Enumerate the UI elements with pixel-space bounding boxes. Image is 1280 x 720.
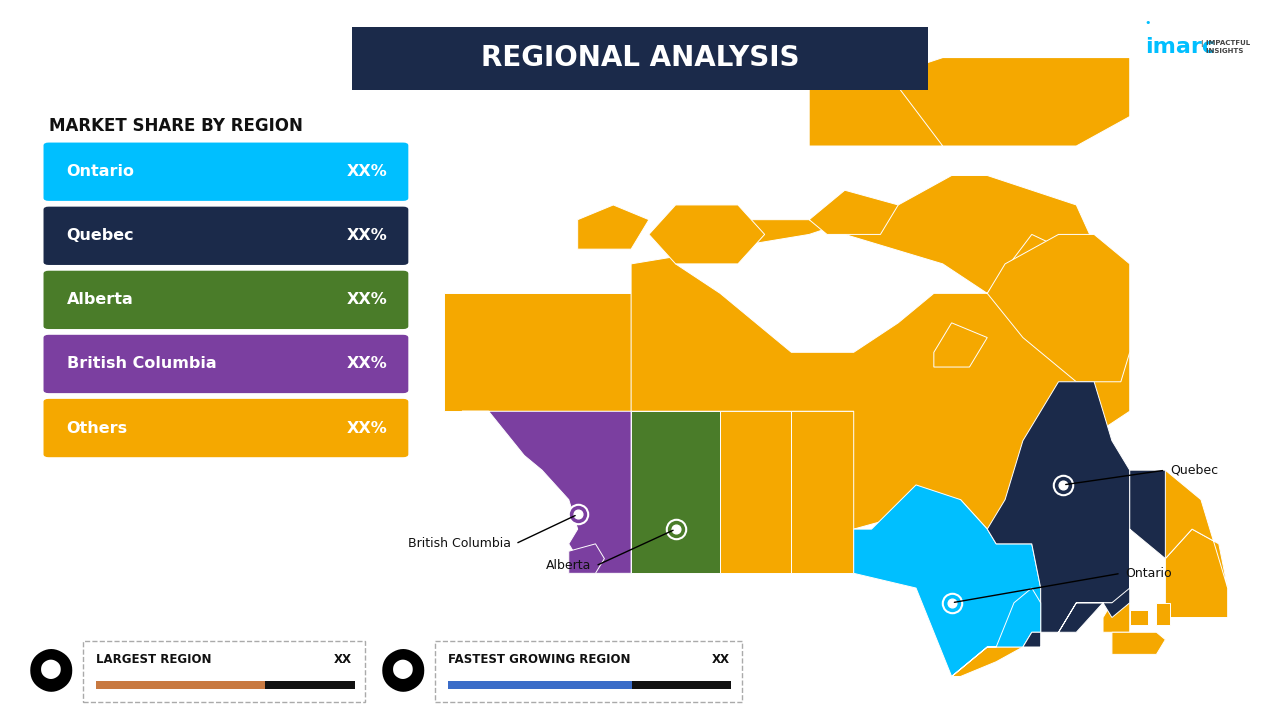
Polygon shape [577,205,649,249]
Text: XX%: XX% [347,164,388,179]
Polygon shape [1130,470,1228,588]
Polygon shape [934,323,987,367]
Polygon shape [462,411,631,573]
Text: British Columbia: British Columbia [408,537,511,550]
Text: British Columbia: British Columbia [67,356,216,372]
Polygon shape [631,411,721,573]
Text: | IMPACTFUL
  INSIGHTS: | IMPACTFUL INSIGHTS [1201,40,1249,54]
Polygon shape [809,72,943,146]
Polygon shape [854,485,1041,677]
Text: Alberta: Alberta [545,559,591,572]
Text: XX: XX [334,652,352,666]
Polygon shape [444,293,631,411]
Text: XX%: XX% [347,420,388,436]
Text: ⬤: ⬤ [40,660,63,679]
Text: •: • [1144,18,1151,28]
Polygon shape [854,58,1130,146]
Polygon shape [1112,632,1165,654]
Polygon shape [951,588,1041,677]
Text: ⬤: ⬤ [392,660,415,679]
Text: Quebec: Quebec [1170,464,1219,477]
Text: XX%: XX% [347,292,388,307]
Polygon shape [1156,603,1170,625]
Text: FASTEST GROWING REGION: FASTEST GROWING REGION [448,652,631,666]
Text: LARGEST REGION: LARGEST REGION [96,652,211,666]
Text: XX%: XX% [347,228,388,243]
Polygon shape [791,411,854,573]
Text: Ontario: Ontario [1125,567,1172,580]
Polygon shape [721,411,791,573]
Polygon shape [1165,529,1228,618]
Text: Quebec: Quebec [67,228,134,243]
Text: Others: Others [67,420,128,436]
Text: XX%: XX% [347,356,388,372]
Text: imarc: imarc [1146,37,1216,57]
Polygon shape [987,235,1130,382]
Text: ⬤: ⬤ [28,648,74,690]
Text: Ontario: Ontario [67,164,134,179]
Text: ⬤: ⬤ [380,648,426,690]
Polygon shape [444,293,541,456]
Polygon shape [854,485,1041,677]
Polygon shape [1103,603,1130,632]
Polygon shape [1023,470,1165,647]
Text: Alberta: Alberta [67,292,133,307]
Text: MARKET SHARE BY REGION: MARKET SHARE BY REGION [49,117,302,135]
Polygon shape [1130,610,1148,625]
Polygon shape [809,190,899,235]
Polygon shape [987,382,1130,632]
Text: REGIONAL ANALYSIS: REGIONAL ANALYSIS [481,45,799,72]
Polygon shape [649,205,764,264]
Polygon shape [568,544,604,573]
Polygon shape [631,176,1130,588]
Text: XX: XX [712,652,730,666]
